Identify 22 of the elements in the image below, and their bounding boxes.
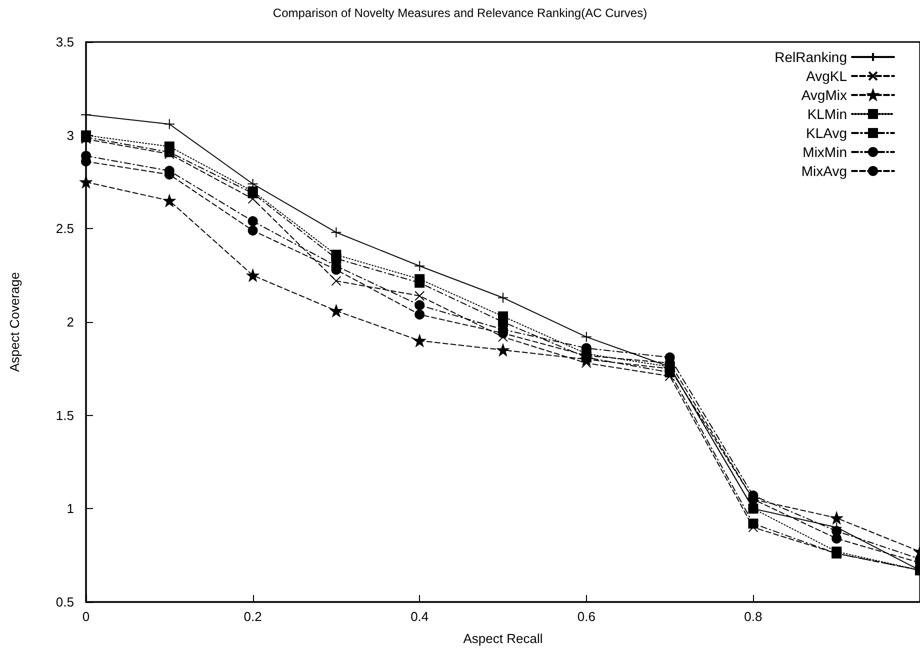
legend-label: AvgKL — [806, 68, 848, 84]
legend-label: MixAvg — [801, 163, 847, 179]
x-tick-label: 0.8 — [744, 609, 762, 624]
y-axis-title: Aspect Coverage — [7, 272, 22, 372]
y-tick-label: 1 — [66, 501, 74, 516]
legend-label: KLAvg — [806, 125, 847, 141]
y-tick-label: 2 — [66, 314, 74, 330]
legend-label: MixMin — [802, 144, 847, 160]
x-tick-label: 0.6 — [577, 609, 596, 624]
y-tick-label: 1.5 — [56, 408, 74, 423]
chart-title: Comparison of Novelty Measures and Relevance Ranking(AC Curves) — [272, 6, 648, 20]
y-tick-label: 3.5 — [56, 34, 74, 50]
x-tick-label: 0.4 — [410, 609, 429, 624]
x-tick-label: 0.2 — [244, 609, 262, 624]
x-tick-label: 0 — [82, 609, 90, 624]
y-tick-label: 3 — [66, 128, 74, 143]
x-axis-title: Aspect Recall — [463, 631, 543, 646]
y-tick-label: 0.5 — [56, 594, 74, 610]
legend-label: AvgMix — [801, 87, 847, 103]
legend-label: RelRanking — [774, 49, 847, 65]
y-tick-label: 2.5 — [56, 221, 74, 236]
legend-label: KLMin — [807, 106, 847, 122]
